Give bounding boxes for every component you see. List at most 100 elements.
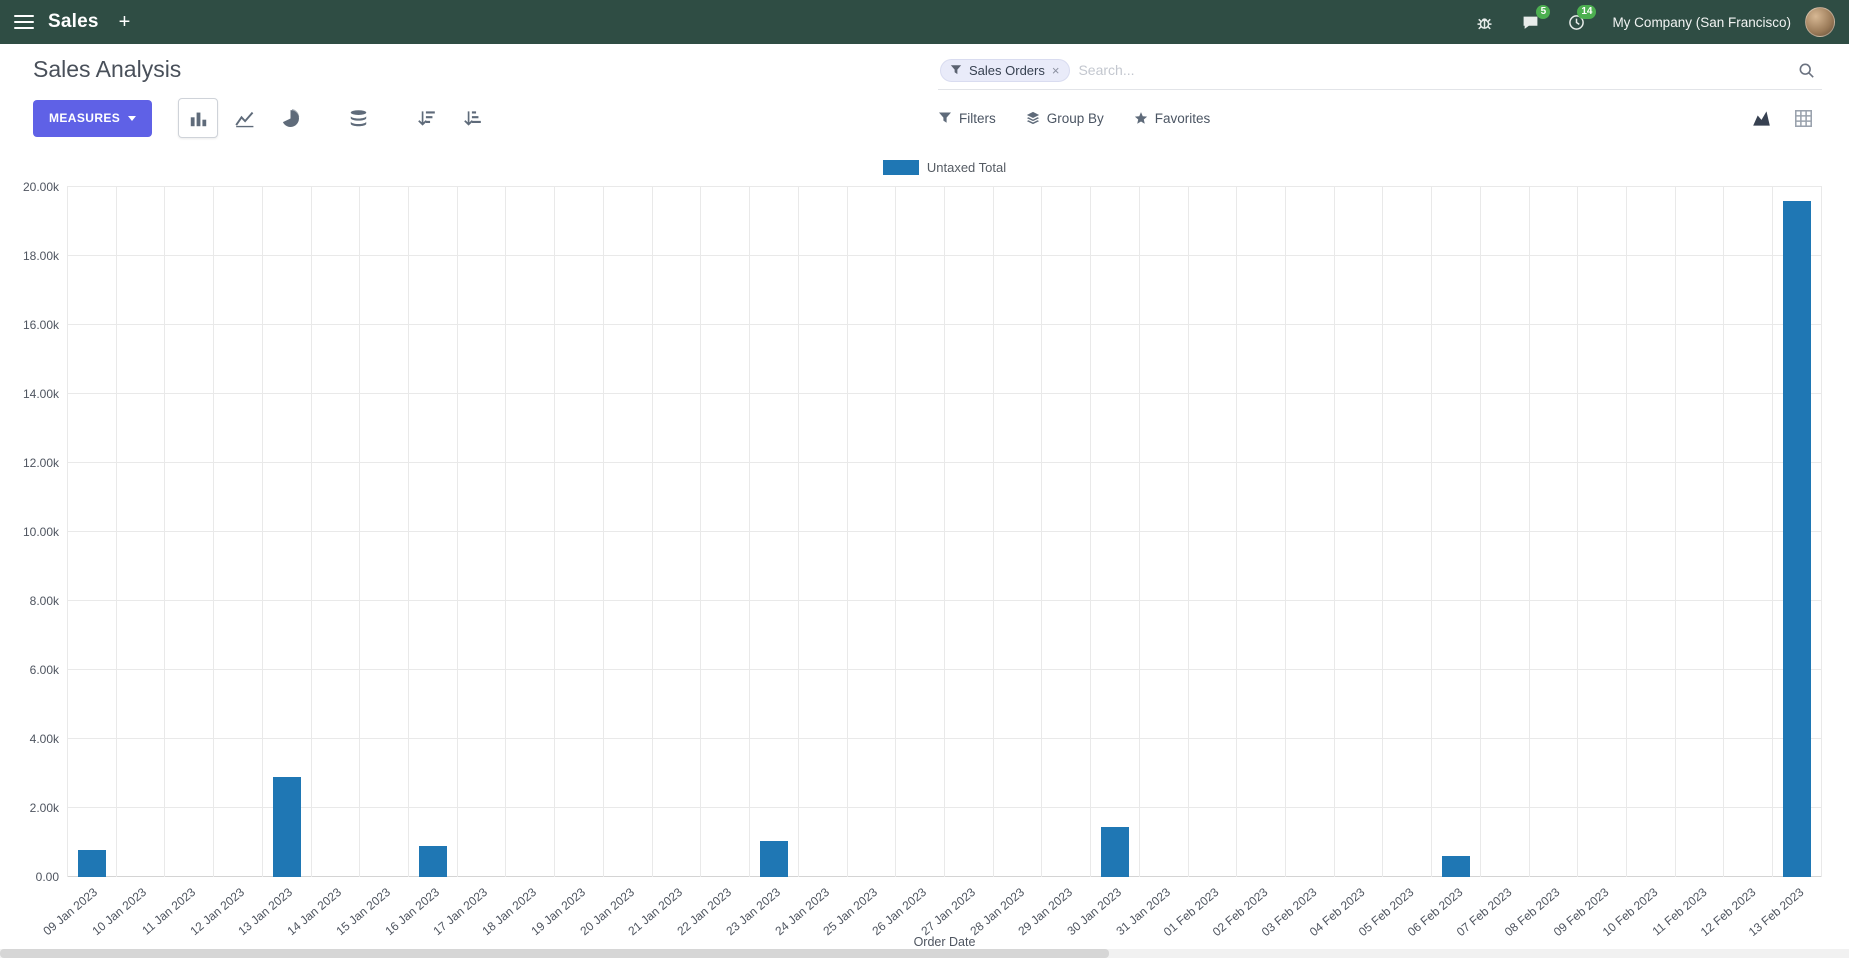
layers-icon [1026,111,1039,125]
activities-clock-icon[interactable]: 14 [1558,4,1597,40]
filter-funnel-icon [939,112,951,123]
chart-column [555,187,604,877]
chart-column [701,187,751,877]
chart-column [409,187,458,877]
bar-23-jan-2023[interactable] [759,840,788,877]
apps-menu-icon[interactable] [14,15,34,29]
y-tick-label: 20.00k [22,180,59,194]
chart-column [1286,187,1335,877]
chart-column [312,187,361,877]
chart-legend[interactable]: Untaxed Total [67,160,1822,175]
page-title: Sales Analysis [33,56,182,82]
chart-column [945,187,994,877]
y-tick-label: 16.00k [22,318,59,332]
bar-13-feb-2023[interactable] [1783,200,1812,877]
chart-column [1432,187,1481,877]
sort-ascending-button[interactable] [452,98,492,138]
chart-column [994,187,1043,877]
chart-column [1237,187,1286,877]
y-tick-label: 4.00k [29,732,59,746]
chart-column [848,187,897,877]
y-tick-label: 0.00 [35,870,59,884]
search-facet-sales-orders[interactable]: Sales Orders × [940,58,1071,82]
y-tick-label: 14.00k [22,387,59,401]
bar-16-jan-2023[interactable] [418,846,447,877]
filter-funnel-icon [950,65,962,75]
top-navbar: Sales + 5 14 My Company (San Francisco) [0,0,1849,44]
chart-column [1578,187,1627,877]
chart-column [896,187,945,877]
bar-06-feb-2023[interactable] [1441,855,1470,877]
favorites-label: Favorites [1154,110,1211,126]
chart-column [117,187,166,877]
chart-column [1627,187,1676,877]
filters-label: Filters [959,110,996,126]
bar-09-jan-2023[interactable] [77,850,106,877]
gridline [67,186,1822,187]
legend-label: Untaxed Total [926,160,1007,175]
measures-button[interactable]: MEASURES [33,99,153,137]
chart-column [1140,187,1189,877]
scrollbar-thumb[interactable] [0,949,1110,958]
chart-column [68,187,117,877]
new-tab-plus-icon[interactable]: + [118,10,131,33]
chart-column [360,187,410,877]
chart-column [1383,187,1433,877]
y-tick-label: 12.00k [22,456,59,470]
messages-icon[interactable]: 5 [1512,4,1551,40]
company-switcher[interactable]: My Company (San Francisco) [1612,14,1791,30]
bar-30-jan-2023[interactable] [1100,826,1129,877]
pivot-table-icon [1794,109,1812,127]
y-tick-label: 6.00k [29,663,59,677]
y-tick-label: 2.00k [29,801,59,815]
messages-badge: 5 [1536,5,1551,19]
measures-label: MEASURES [49,111,121,125]
plot-columns [67,187,1822,877]
chart-column [1724,187,1774,877]
bar-chart-mode-button[interactable] [178,98,219,138]
line-chart-mode-button[interactable] [224,98,264,138]
graph-view-button[interactable] [1742,101,1780,135]
stacked-toggle-button[interactable] [338,98,378,138]
star-icon [1134,112,1147,124]
user-avatar[interactable] [1805,7,1835,37]
chevron-down-icon [128,115,137,121]
chart-column [1530,187,1579,877]
y-tick-label: 8.00k [29,594,59,608]
chart-column [799,187,848,877]
pivot-view-button[interactable] [1784,101,1822,135]
search-bar: Sales Orders × [938,56,1822,90]
chart-column [214,187,263,877]
x-axis-title: Order Date [913,935,976,949]
chart-column [1773,187,1822,877]
app-name[interactable]: Sales [48,11,99,32]
legend-swatch [882,160,919,175]
group-by-label: Group By [1046,110,1104,126]
facet-remove-icon[interactable]: × [1051,62,1060,78]
chart-column [1676,187,1725,877]
y-tick-label: 18.00k [22,249,59,263]
pie-chart-mode-button[interactable] [270,98,310,138]
chart-column [604,187,653,877]
horizontal-scrollbar[interactable] [0,949,1849,958]
chart-column [750,187,799,877]
favorites-button[interactable]: Favorites [1134,110,1211,126]
chart-column [653,187,702,877]
sort-descending-button[interactable] [406,98,446,138]
search-icon[interactable] [1792,58,1820,82]
chart-column [1335,187,1384,877]
chart-column [165,187,215,877]
group-by-button[interactable]: Group By [1026,111,1104,126]
area-chart-icon [1752,110,1770,126]
plot-area: 0.00 2.00k 4.00k 6.00k 8.00k 10.00k 12.00k 14.0… [23,180,1822,884]
chart-column [1189,187,1238,877]
filters-button[interactable]: Filters [938,111,996,126]
activities-badge: 14 [1577,5,1597,19]
search-input[interactable] [1078,62,1784,78]
debug-bug-icon[interactable] [1466,4,1502,40]
chart-column [263,187,312,877]
chart-column [1091,187,1140,877]
search-facet-label: Sales Orders [969,62,1045,78]
chart-column [458,187,507,877]
bar-13-jan-2023[interactable] [272,776,301,877]
